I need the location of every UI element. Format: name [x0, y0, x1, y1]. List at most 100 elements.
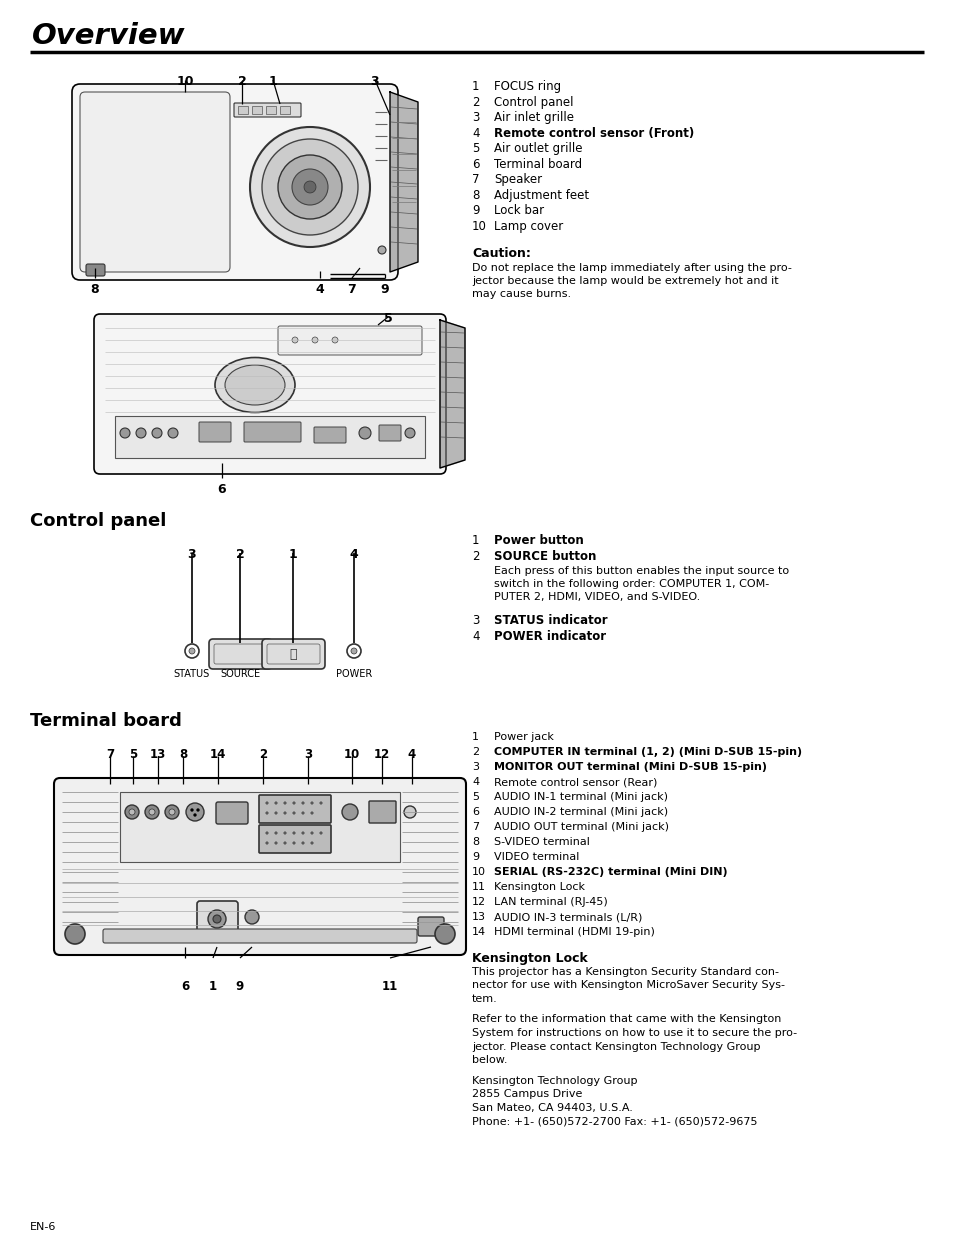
Bar — [280, 106, 290, 114]
Text: 8: 8 — [472, 189, 478, 201]
Circle shape — [250, 127, 370, 247]
Ellipse shape — [214, 357, 294, 412]
Text: HDMI terminal (HDMI 19-pin): HDMI terminal (HDMI 19-pin) — [494, 927, 654, 937]
Text: This projector has a Kensington Security Standard con-: This projector has a Kensington Security… — [472, 967, 779, 977]
Text: MONITOR OUT terminal (Mini D-SUB 15-pin): MONITOR OUT terminal (Mini D-SUB 15-pin) — [494, 762, 766, 772]
Text: ⏻: ⏻ — [289, 647, 296, 661]
Circle shape — [283, 802, 286, 804]
FancyBboxPatch shape — [199, 422, 231, 442]
Text: Speaker: Speaker — [494, 173, 541, 186]
Text: 13: 13 — [150, 748, 166, 761]
Circle shape — [262, 140, 357, 235]
Circle shape — [283, 842, 286, 845]
Text: POWER indicator: POWER indicator — [494, 630, 605, 643]
Text: LAN terminal (RJ-45): LAN terminal (RJ-45) — [494, 897, 607, 906]
Text: Caution:: Caution: — [472, 247, 530, 261]
Text: Control panel: Control panel — [494, 95, 573, 109]
Text: 13: 13 — [472, 911, 485, 923]
Text: 10: 10 — [176, 75, 193, 88]
FancyBboxPatch shape — [54, 778, 465, 955]
Circle shape — [189, 648, 194, 655]
Text: SOURCE: SOURCE — [220, 669, 260, 679]
Text: 9: 9 — [472, 204, 479, 217]
Text: Each press of this button enables the input source to: Each press of this button enables the in… — [494, 566, 788, 576]
Circle shape — [319, 832, 322, 834]
Text: Remote control sensor (Rear): Remote control sensor (Rear) — [494, 777, 657, 787]
Circle shape — [65, 924, 85, 944]
Circle shape — [311, 802, 313, 804]
Text: 1: 1 — [472, 534, 479, 547]
FancyBboxPatch shape — [369, 802, 395, 823]
Circle shape — [301, 811, 304, 814]
Text: switch in the following order: COMPUTER 1, COM-: switch in the following order: COMPUTER … — [494, 579, 768, 589]
Text: 1: 1 — [289, 548, 297, 561]
Circle shape — [347, 643, 360, 658]
Circle shape — [358, 427, 371, 438]
FancyBboxPatch shape — [86, 264, 105, 275]
Text: Control panel: Control panel — [30, 513, 166, 530]
Circle shape — [293, 832, 294, 834]
Circle shape — [245, 910, 258, 924]
FancyBboxPatch shape — [417, 918, 443, 936]
FancyBboxPatch shape — [258, 825, 331, 853]
Text: AUDIO OUT terminal (Mini jack): AUDIO OUT terminal (Mini jack) — [494, 823, 668, 832]
Text: 5: 5 — [472, 792, 478, 802]
Text: 12: 12 — [374, 748, 390, 761]
Circle shape — [405, 429, 415, 438]
Text: 8: 8 — [472, 837, 478, 847]
Text: San Mateo, CA 94403, U.S.A.: San Mateo, CA 94403, U.S.A. — [472, 1103, 632, 1113]
Text: Do not replace the lamp immediately after using the pro-: Do not replace the lamp immediately afte… — [472, 263, 791, 273]
FancyBboxPatch shape — [262, 638, 325, 669]
Text: 3: 3 — [472, 762, 478, 772]
Text: Terminal board: Terminal board — [30, 713, 182, 730]
Text: 10: 10 — [472, 867, 485, 877]
Text: Remote control sensor (Front): Remote control sensor (Front) — [494, 126, 694, 140]
Text: nector for use with Kensington MicroSaver Security Sys-: nector for use with Kensington MicroSave… — [472, 981, 784, 990]
Text: 7: 7 — [472, 173, 479, 186]
Text: 5: 5 — [383, 312, 392, 325]
Circle shape — [266, 832, 268, 834]
Bar — [266, 106, 275, 114]
Circle shape — [185, 643, 199, 658]
Circle shape — [311, 842, 313, 845]
Text: 3: 3 — [371, 75, 379, 88]
Circle shape — [213, 915, 221, 923]
Circle shape — [301, 842, 304, 845]
Circle shape — [274, 802, 277, 804]
Circle shape — [301, 802, 304, 804]
Text: STATUS: STATUS — [173, 669, 210, 679]
Text: 7: 7 — [347, 283, 356, 296]
Text: 11: 11 — [381, 981, 397, 993]
Circle shape — [191, 809, 193, 811]
Text: 5: 5 — [129, 748, 137, 761]
Text: EN-6: EN-6 — [30, 1221, 56, 1233]
Circle shape — [125, 805, 139, 819]
Text: Adjustment feet: Adjustment feet — [494, 189, 589, 201]
Circle shape — [196, 809, 199, 811]
Text: STATUS indicator: STATUS indicator — [494, 614, 607, 627]
FancyBboxPatch shape — [244, 422, 301, 442]
Text: Kensington Lock: Kensington Lock — [494, 882, 584, 892]
Circle shape — [403, 806, 416, 818]
Circle shape — [165, 805, 179, 819]
Text: 1: 1 — [472, 80, 479, 93]
Text: 8: 8 — [178, 748, 187, 761]
Text: System for instructions on how to use it to secure the pro-: System for instructions on how to use it… — [472, 1028, 797, 1037]
Text: PUTER 2, HDMI, VIDEO, and S-VIDEO.: PUTER 2, HDMI, VIDEO, and S-VIDEO. — [494, 592, 700, 601]
Circle shape — [274, 811, 277, 814]
Circle shape — [351, 648, 356, 655]
Circle shape — [152, 429, 162, 438]
Text: AUDIO IN-2 terminal (Mini jack): AUDIO IN-2 terminal (Mini jack) — [494, 806, 667, 818]
Text: Overview: Overview — [32, 22, 185, 49]
Circle shape — [377, 246, 386, 254]
Text: Kensington Lock: Kensington Lock — [472, 952, 587, 965]
Text: 11: 11 — [472, 882, 485, 892]
Text: 5: 5 — [472, 142, 478, 156]
Text: S-VIDEO terminal: S-VIDEO terminal — [494, 837, 589, 847]
Ellipse shape — [225, 366, 285, 405]
Circle shape — [266, 802, 268, 804]
Circle shape — [293, 842, 294, 845]
Circle shape — [169, 809, 174, 815]
Circle shape — [283, 832, 286, 834]
FancyBboxPatch shape — [213, 643, 267, 664]
